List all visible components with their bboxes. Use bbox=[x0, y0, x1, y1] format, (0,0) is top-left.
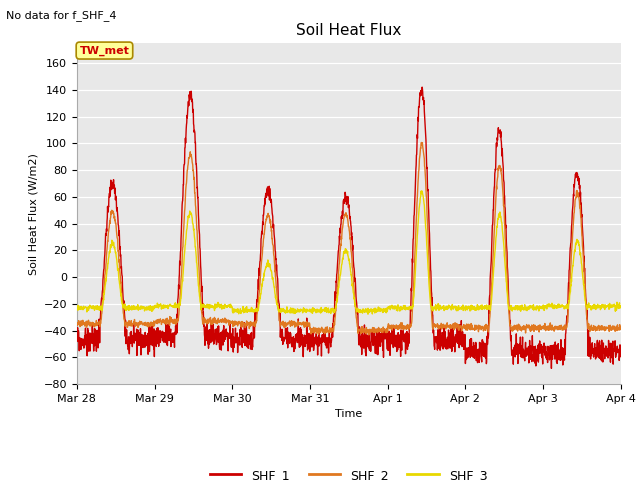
Text: TW_met: TW_met bbox=[79, 46, 129, 56]
Text: No data for f_SHF_4: No data for f_SHF_4 bbox=[6, 10, 117, 21]
Legend: SHF_1, SHF_2, SHF_3: SHF_1, SHF_2, SHF_3 bbox=[205, 464, 492, 480]
X-axis label: Time: Time bbox=[335, 409, 362, 419]
Title: Soil Heat Flux: Soil Heat Flux bbox=[296, 23, 401, 38]
Y-axis label: Soil Heat Flux (W/m2): Soil Heat Flux (W/m2) bbox=[28, 153, 38, 275]
